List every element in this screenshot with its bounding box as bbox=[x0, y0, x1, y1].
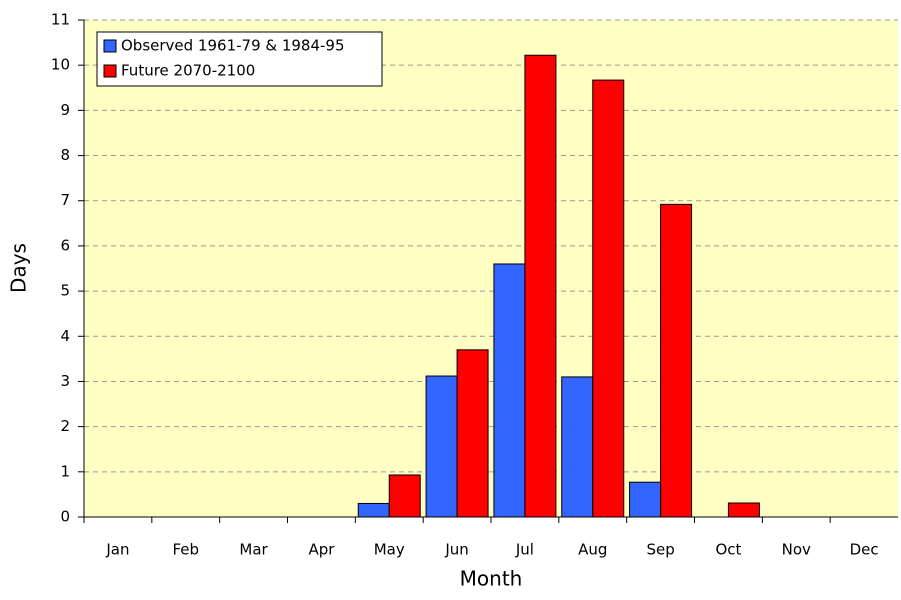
y-tick-label: 6 bbox=[60, 236, 70, 254]
x-tick-label: Dec bbox=[850, 541, 879, 559]
y-tick-label: 0 bbox=[60, 508, 70, 526]
x-tick-label: Feb bbox=[172, 541, 199, 559]
bar bbox=[561, 376, 594, 518]
x-tick-label: Apr bbox=[308, 541, 335, 559]
bar bbox=[456, 349, 489, 518]
legend-box bbox=[96, 31, 383, 87]
legend-swatch bbox=[103, 64, 117, 78]
y-tick-label: 9 bbox=[60, 101, 70, 119]
y-tick-label: 8 bbox=[60, 146, 70, 164]
bar bbox=[629, 481, 662, 518]
bar bbox=[727, 502, 760, 518]
x-axis-label: Month bbox=[460, 567, 523, 591]
bar bbox=[357, 502, 390, 518]
legend-label: Future 2070-2100 bbox=[121, 62, 255, 80]
y-tick-label: 5 bbox=[60, 282, 70, 300]
y-tick-label: 4 bbox=[60, 327, 70, 345]
x-tick-label: Jun bbox=[444, 541, 468, 559]
legend-swatch bbox=[103, 39, 117, 53]
x-tick-label: Jul bbox=[515, 541, 534, 559]
y-tick-label: 2 bbox=[60, 417, 70, 435]
bar bbox=[493, 263, 526, 518]
y-tick-label: 1 bbox=[60, 462, 70, 480]
x-tick-label: Sep bbox=[646, 541, 674, 559]
bar bbox=[592, 79, 625, 518]
x-tick-label: Mar bbox=[239, 541, 268, 559]
plot-area bbox=[84, 20, 898, 517]
bar bbox=[524, 54, 557, 518]
legend-label: Observed 1961-79 & 1984-95 bbox=[121, 37, 345, 55]
y-axis-label: Days bbox=[7, 243, 31, 293]
bar bbox=[660, 203, 693, 518]
x-tick-label: Aug bbox=[578, 541, 607, 559]
y-tick-label: 10 bbox=[51, 56, 70, 74]
x-tick-label: Oct bbox=[715, 541, 741, 559]
bar bbox=[425, 375, 458, 518]
x-tick-label: May bbox=[374, 541, 405, 559]
x-tick-label: Nov bbox=[782, 541, 811, 559]
y-tick-label: 3 bbox=[60, 372, 70, 390]
x-tick-label: Jan bbox=[105, 541, 129, 559]
y-tick-label: 11 bbox=[51, 11, 70, 29]
bar bbox=[388, 474, 421, 518]
y-tick-label: 7 bbox=[60, 191, 70, 209]
